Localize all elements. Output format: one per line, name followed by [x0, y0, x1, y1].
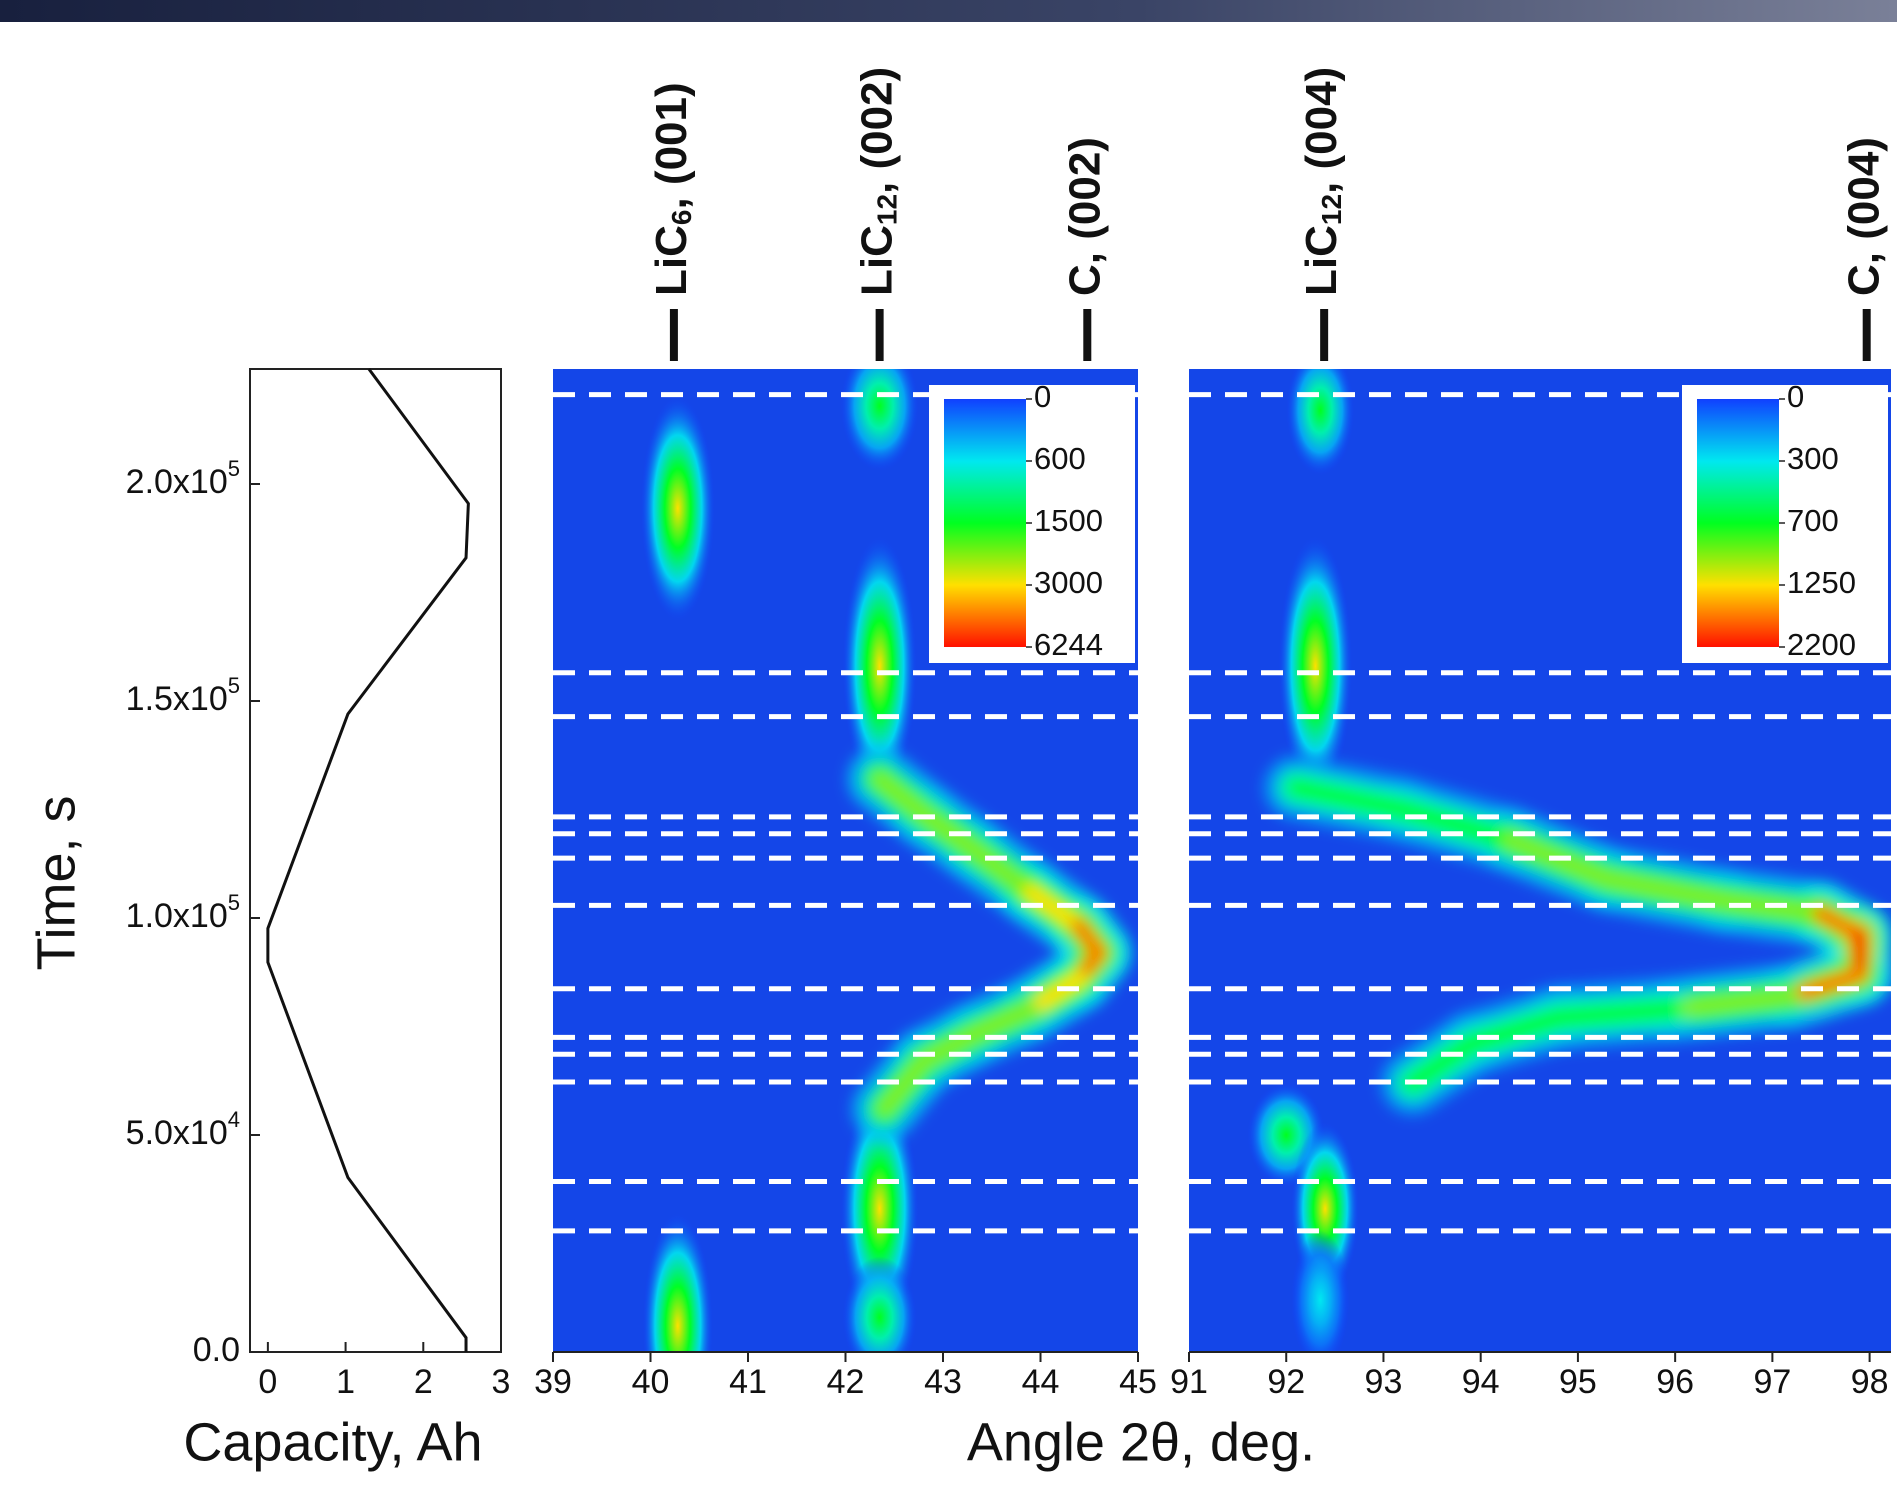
heatmap: [1189, 369, 1891, 1352]
peak-label: LiC6, (001): [647, 82, 698, 296]
x-tick-label: 2: [414, 1363, 433, 1401]
x-axis-title: Angle 2θ, deg.: [967, 1412, 1315, 1472]
ridge-segment: [1022, 883, 1088, 935]
x-tick-label: 43: [924, 1363, 962, 1401]
x-tick-label: 39: [534, 1363, 572, 1401]
plot-frame: [249, 368, 502, 1353]
peak-marker: [1083, 309, 1092, 361]
x-tick-label: 0: [258, 1363, 277, 1401]
ridge-segment: [964, 840, 1039, 900]
peak-blob: [642, 1213, 713, 1352]
x-tick-label: 97: [1753, 1363, 1791, 1401]
x-tick-label: 98: [1851, 1363, 1889, 1401]
ridge-segment: [1667, 988, 1800, 1018]
colorbar-label: 300: [1787, 441, 1839, 476]
y-tick-label: 1.5x105: [126, 673, 240, 718]
x-tick-label: 1: [336, 1363, 355, 1401]
y-tick-label: 5.0x104: [126, 1107, 240, 1152]
ridge-segment: [1287, 779, 1411, 818]
colorbar-label: 2200: [1787, 627, 1856, 662]
peak-blob: [1278, 536, 1353, 797]
peak-blob: [1286, 369, 1355, 476]
peak-marker: [1862, 309, 1871, 361]
colorbar-label: 0: [1787, 379, 1804, 414]
ridge-segment: [1404, 1035, 1479, 1091]
y-tick-label: 0.0: [193, 1331, 240, 1369]
capacity-line: [266, 368, 470, 1352]
peak-label: LiC12, (004): [1297, 67, 1348, 296]
peak-marker: [1320, 309, 1329, 361]
x-tick-label: 94: [1462, 1363, 1500, 1401]
x-axis-title: Capacity, Ah: [183, 1412, 482, 1472]
peak-blob: [1291, 1230, 1350, 1352]
peak-label: C, (002): [1060, 137, 1109, 296]
ridge-segment: [1550, 1001, 1684, 1026]
peak-marker: [669, 309, 678, 361]
y-tick-label: 2.0x105: [126, 456, 240, 501]
x-tick-label: 96: [1656, 1363, 1694, 1401]
colorbar-label: 0: [1034, 379, 1051, 414]
ridge: [1263, 755, 1891, 1115]
colorbar: [944, 399, 1026, 647]
x-tick-label: 3: [492, 1363, 511, 1401]
peak-blob: [842, 536, 917, 797]
x-tick-label: 44: [1022, 1363, 1060, 1401]
colorbar-label: 6244: [1034, 627, 1103, 662]
peak-label: LiC12, (002): [852, 67, 903, 296]
ridge-segment: [1783, 966, 1868, 1005]
colorbar-label: 3000: [1034, 565, 1103, 600]
x-tick-label: 91: [1170, 1363, 1208, 1401]
y-axis-title: Time, s: [26, 796, 86, 971]
colorbar-label: 1250: [1787, 565, 1856, 600]
y-tick-label: 1.0x105: [126, 890, 240, 935]
ridge-segment: [1599, 870, 1732, 909]
x-tick-label: 95: [1559, 1363, 1597, 1401]
colorbar-label: 1500: [1034, 503, 1103, 538]
peak-label: C, (004): [1839, 137, 1888, 296]
x-tick-label: 42: [827, 1363, 865, 1401]
ridge-segment: [1022, 970, 1088, 1018]
x-tick-label: 45: [1119, 1363, 1157, 1401]
x-tick-label: 92: [1267, 1363, 1305, 1401]
peak-blob: [842, 1256, 917, 1352]
ridge-segment: [964, 1001, 1039, 1044]
peak-blob: [640, 395, 715, 622]
peak-marker: [875, 309, 884, 361]
banner: [0, 0, 1897, 22]
x-tick-label: 40: [632, 1363, 670, 1401]
x-tick-label: 93: [1365, 1363, 1403, 1401]
colorbar-label: 700: [1787, 503, 1839, 538]
x-tick-label: 41: [729, 1363, 767, 1401]
colorbar: [1697, 399, 1779, 647]
ridge-segment: [915, 805, 981, 857]
colorbar-label: 600: [1034, 441, 1086, 476]
ridge-segment: [871, 771, 932, 822]
ridge-segment: [876, 1053, 932, 1117]
